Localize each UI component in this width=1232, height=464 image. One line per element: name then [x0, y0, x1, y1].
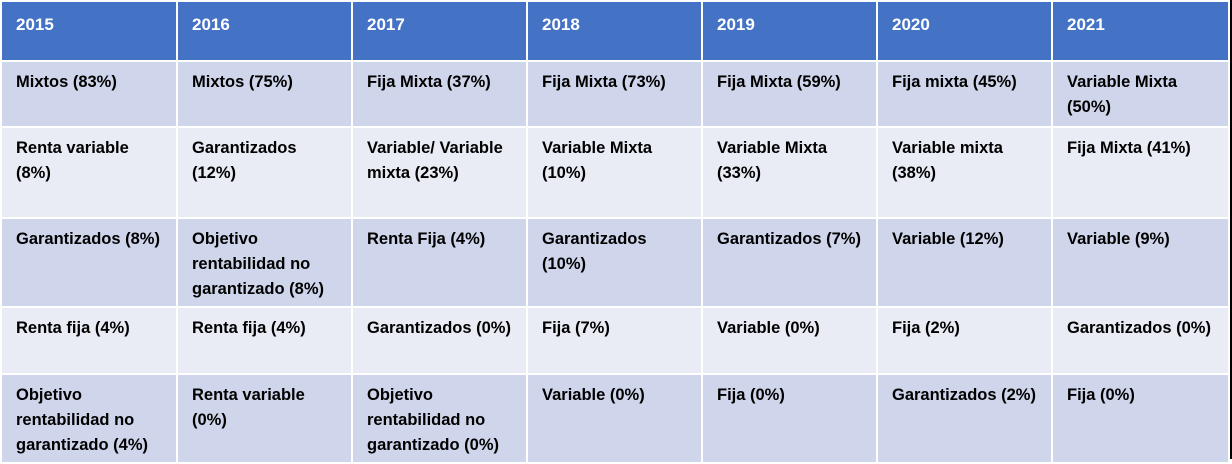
- table-cell: Variable Mixta (33%): [701, 126, 878, 219]
- table-cell: Mixtos (83%): [0, 60, 178, 128]
- table-cell: Garantizados (7%): [701, 217, 878, 308]
- column-header-2017: 2017: [351, 0, 528, 62]
- table-cell: Variable mixta (38%): [876, 126, 1053, 219]
- table-cell: Fija (7%): [526, 306, 703, 375]
- table-cell: Variable (9%): [1051, 217, 1230, 308]
- table-cell: Objetivo rentabilidad no garantizado (8%…: [176, 217, 353, 308]
- table-cell: Renta fija (4%): [176, 306, 353, 375]
- table-row: Mixtos (83%) Mixtos (75%) Fija Mixta (37…: [0, 60, 1230, 128]
- table-cell: Garantizados (8%): [0, 217, 178, 308]
- column-header-2015: 2015: [0, 0, 178, 62]
- table-cell: Renta variable (8%): [0, 126, 178, 219]
- table-cell: Fija (0%): [701, 373, 878, 464]
- column-header-2018: 2018: [526, 0, 703, 62]
- column-header-2016: 2016: [176, 0, 353, 62]
- table-row: Objetivo rentabilidad no garantizado (4%…: [0, 373, 1230, 464]
- table-cell: Renta variable (0%): [176, 373, 353, 464]
- header-row: 2015 2016 2017 2018 2019 2020 2021: [0, 0, 1230, 62]
- table-cell: Garantizados (0%): [1051, 306, 1230, 375]
- table-cell: Variable (0%): [701, 306, 878, 375]
- table-cell: Fija Mixta (73%): [526, 60, 703, 128]
- table-cell: Fija (2%): [876, 306, 1053, 375]
- column-header-2020: 2020: [876, 0, 1053, 62]
- table-cell: Objetivo rentabilidad no garantizado (4%…: [0, 373, 178, 464]
- table-cell: Variable/ Variable mixta (23%): [351, 126, 528, 219]
- table-cell: Fija Mixta (41%): [1051, 126, 1230, 219]
- table-cell: Variable (0%): [526, 373, 703, 464]
- table-cell: Garantizados (12%): [176, 126, 353, 219]
- table-row: Garantizados (8%) Objetivo rentabilidad …: [0, 217, 1230, 308]
- table-cell: Renta fija (4%): [0, 306, 178, 375]
- table-cell: Fija (0%): [1051, 373, 1230, 464]
- table-cell: Fija Mixta (59%): [701, 60, 878, 128]
- table-cell: Variable Mixta (50%): [1051, 60, 1230, 128]
- table-cell: Garantizados (2%): [876, 373, 1053, 464]
- table-cell: Variable Mixta (10%): [526, 126, 703, 219]
- column-header-2019: 2019: [701, 0, 878, 62]
- table-cell: Variable (12%): [876, 217, 1053, 308]
- table-cell: Objetivo rentabilidad no garantizado (0%…: [351, 373, 528, 464]
- table-cell: Renta Fija (4%): [351, 217, 528, 308]
- table-cell: Mixtos (75%): [176, 60, 353, 128]
- table-cell: Garantizados (10%): [526, 217, 703, 308]
- table-row: Renta fija (4%) Renta fija (4%) Garantiz…: [0, 306, 1230, 375]
- table-cell: Fija Mixta (37%): [351, 60, 528, 128]
- table-cell: Garantizados (0%): [351, 306, 528, 375]
- table-row: Renta variable (8%) Garantizados (12%) V…: [0, 126, 1230, 219]
- column-header-2021: 2021: [1051, 0, 1230, 62]
- table-cell: Fija mixta (45%): [876, 60, 1053, 128]
